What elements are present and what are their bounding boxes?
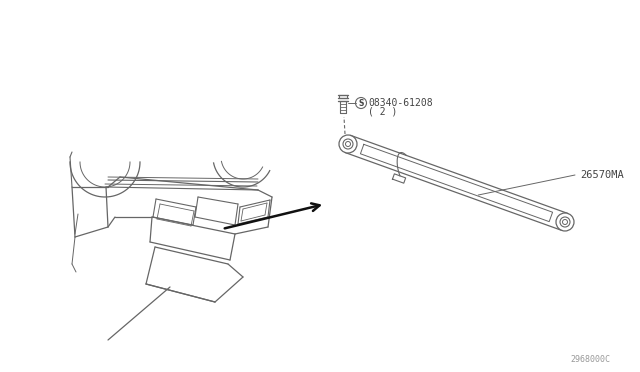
Text: S: S [358, 99, 364, 108]
Text: 26570MA: 26570MA [580, 170, 624, 180]
Circle shape [556, 213, 574, 231]
Text: ( 2 ): ( 2 ) [368, 107, 397, 117]
Text: 2968000C: 2968000C [570, 355, 610, 364]
Text: 08340-61208: 08340-61208 [368, 98, 433, 108]
Circle shape [339, 135, 357, 153]
